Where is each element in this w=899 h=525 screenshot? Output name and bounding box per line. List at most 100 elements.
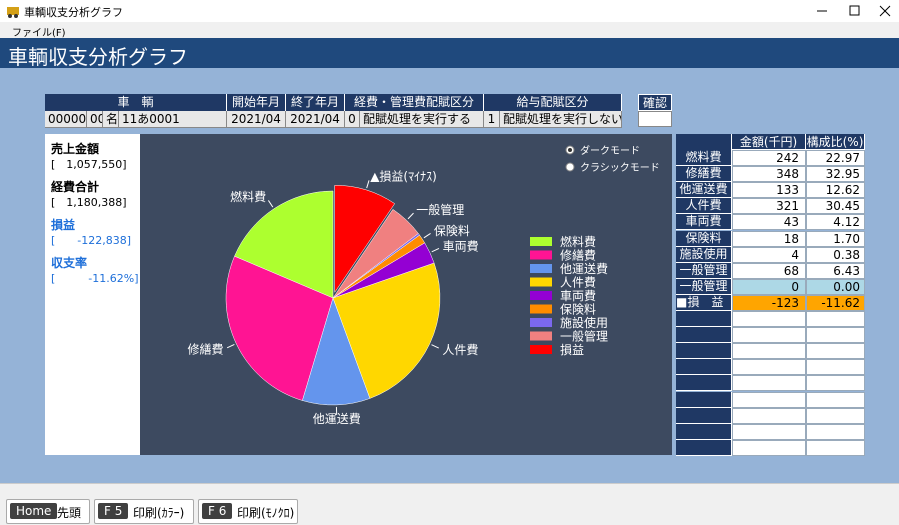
slice-label: 燃料費 <box>230 189 266 204</box>
pie-slice <box>334 185 396 294</box>
amount-cell: 43 <box>732 214 806 231</box>
slice-label: 一般管理 <box>416 202 464 217</box>
summary-label: 経費合計 <box>51 180 100 194</box>
title-bar: 車輌収支分析グラフ <box>0 0 899 22</box>
amount-cell <box>732 375 806 392</box>
legend-swatch <box>530 250 552 260</box>
window-buttons[interactable] <box>800 0 899 22</box>
legend-label: 燃料費 <box>560 234 596 249</box>
function-key[interactable]: F 6 印刷(ﾓﾉｸﾛ) <box>198 499 298 524</box>
amount-cell: -123 <box>732 294 806 311</box>
legend-label: 損益 <box>560 342 584 357</box>
row-label: 保険料 <box>676 230 732 247</box>
window-title: 車輌収支分析グラフ <box>24 6 123 19</box>
amount-cell: 133 <box>732 182 806 199</box>
row-label: 一般管理 <box>676 262 732 279</box>
legend-label: 保険料 <box>560 303 596 317</box>
radio-label[interactable]: クラシックモード <box>580 162 660 174</box>
key-label[interactable]: 印刷(ｶﾗｰ) <box>133 506 185 520</box>
row-label <box>676 343 732 360</box>
table-header: 車 輌 <box>45 94 227 111</box>
summary-label: 損益 <box>51 218 76 232</box>
legend-swatch <box>530 331 552 341</box>
ratio-cell <box>806 423 865 440</box>
pie-slice <box>225 255 334 401</box>
ratio-cell <box>806 391 865 408</box>
amount-cell <box>732 327 806 344</box>
amount-cell: 18 <box>732 230 806 247</box>
function-key[interactable]: Home 先頭 <box>6 499 90 524</box>
summary-label: 売上金額 <box>51 142 100 156</box>
amount-cell <box>732 391 806 408</box>
table-cell: 配賦処理を実行する <box>360 111 484 128</box>
amount-cell: 0 <box>732 278 806 295</box>
amount-cell: 4 <box>732 246 806 263</box>
amount-cell: 321 <box>732 198 806 215</box>
table-cell: 2021/04 <box>286 111 345 128</box>
ratio-cell: 30.45 <box>806 198 865 215</box>
leader-line <box>431 247 440 253</box>
slice-label: 車両費 <box>443 239 479 254</box>
app-icon <box>7 7 19 18</box>
confirm-box[interactable] <box>638 111 672 127</box>
amount-cell <box>732 343 806 360</box>
leader-line <box>366 180 370 189</box>
key-cap[interactable]: Home <box>10 503 58 519</box>
key-label[interactable]: 印刷(ﾓﾉｸﾛ) <box>237 506 295 520</box>
ratio-cell: 22.97 <box>806 150 865 167</box>
legend-swatch <box>530 237 552 246</box>
table-cell: 11あ0001 <box>119 111 227 128</box>
amount-cell <box>732 423 806 440</box>
row-label: 施設使用 <box>676 246 732 263</box>
ratio-cell: -11.62 <box>806 294 865 311</box>
row-label: 一般管理 <box>676 278 732 295</box>
row-label: 他運送費 <box>676 182 732 199</box>
leader-line <box>226 343 235 349</box>
ratio-cell: 1.70 <box>806 230 865 247</box>
key-cap[interactable]: F 5 <box>98 503 129 519</box>
legend-swatch <box>530 277 552 287</box>
footer: Home 先頭 F 5 印刷(ｶﾗｰ) F 6 印刷(ﾓﾉｸﾛ) <box>0 483 899 525</box>
amount-cell <box>732 359 806 376</box>
radio-dot <box>568 148 572 152</box>
amount-cell <box>732 311 806 328</box>
summary-panel: 売上金額 [ 1,057,550] 経費合計 [ 1,180,388] 損益 [ -122… <box>45 134 140 455</box>
legend-swatch <box>530 304 552 314</box>
confirm-button[interactable]: 確認 <box>638 94 672 111</box>
leader-line <box>267 200 274 208</box>
table-header: 給与配賦区分 <box>484 94 622 111</box>
radio-label[interactable]: ダークモード <box>580 144 640 157</box>
table-cell: 名 <box>103 111 119 128</box>
leader-line <box>423 232 431 239</box>
legend-swatch <box>530 291 552 300</box>
table-cell: 0 <box>345 111 360 128</box>
table-corner <box>676 134 732 150</box>
legend-label: 他運送費 <box>560 261 608 276</box>
table-cell: 2021/04 <box>227 111 286 128</box>
menu-item[interactable]: ファイル(F) <box>12 28 66 39</box>
row-label <box>676 359 732 376</box>
summary-value: [ 1,057,550] <box>51 158 127 171</box>
ratio-cell <box>806 439 865 456</box>
row-label <box>676 439 732 456</box>
row-label <box>676 311 732 328</box>
pie-slice <box>234 190 334 299</box>
ratio-cell: 4.12 <box>806 214 865 231</box>
function-key[interactable]: F 5 印刷(ｶﾗｰ) <box>94 499 194 524</box>
radio-button[interactable] <box>565 162 575 172</box>
ratio-cell: 12.62 <box>806 182 865 199</box>
legend-label: 人件費 <box>560 275 596 290</box>
slice-label: 人件費 <box>442 342 478 357</box>
key-cap[interactable]: F 6 <box>202 503 233 519</box>
key-label[interactable]: 先頭 <box>57 506 82 520</box>
summary-value: [ -11.62%] <box>51 272 139 285</box>
row-label <box>676 407 732 424</box>
row-label <box>676 391 732 408</box>
table-header: 開始年月 <box>227 94 286 111</box>
ratio-cell: 0.38 <box>806 246 865 263</box>
table-header: 経費・管理費配賦区分 <box>345 94 484 111</box>
amount-cell: 242 <box>732 150 806 167</box>
amount-cell: 68 <box>732 262 806 279</box>
legend-label: 施設使用 <box>560 315 608 330</box>
